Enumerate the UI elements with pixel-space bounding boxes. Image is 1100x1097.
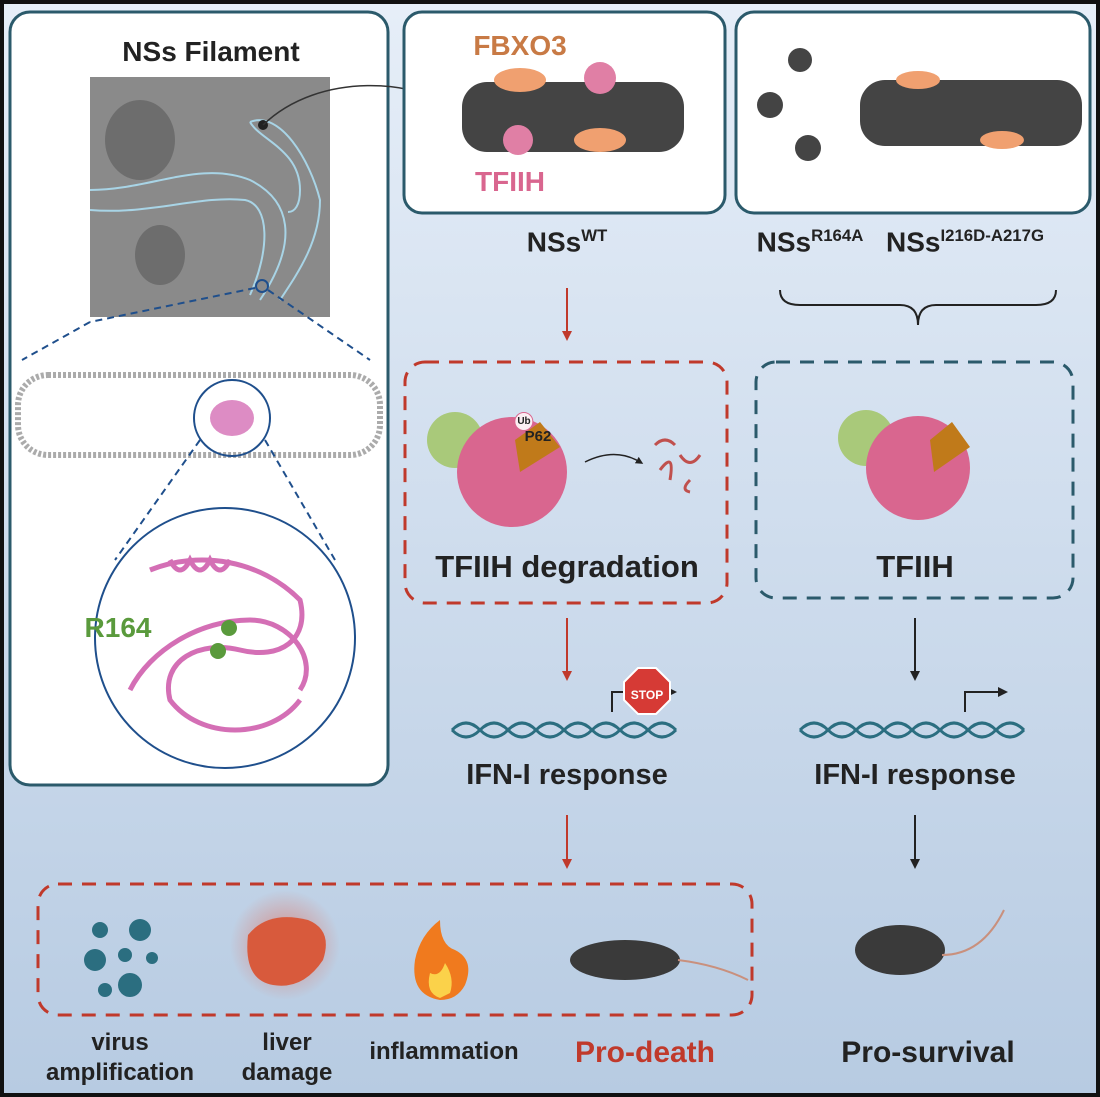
tfiih-label: TFIIH xyxy=(475,166,545,197)
live-mouse-icon xyxy=(855,925,945,975)
pathology-box xyxy=(36,882,754,1017)
degradation-title: TFIIH degradation xyxy=(435,549,699,584)
zoomed-monomer-circle xyxy=(94,507,356,769)
stop-label: STOP xyxy=(630,688,664,702)
filament-structure xyxy=(15,372,383,458)
dna-left xyxy=(450,721,678,739)
ifn-response-right: IFN-I response xyxy=(814,759,1016,791)
p62-label: P62 xyxy=(524,428,552,445)
liver-icon xyxy=(247,917,326,986)
dna-right xyxy=(798,721,1026,739)
caption-sup: WT xyxy=(581,226,608,245)
fbxo3-label: FBXO3 xyxy=(473,30,567,61)
ribbon-structure xyxy=(127,554,309,733)
tfiih-intact-title: TFIIH xyxy=(876,549,954,584)
virus-icon xyxy=(84,919,158,997)
filament-title: NSs Filament xyxy=(122,36,300,67)
ifn-response-left: IFN-I response xyxy=(466,759,668,791)
caption-sup: I216D-A217G xyxy=(940,226,1045,245)
tfiih-complex-intact xyxy=(838,410,970,520)
r164-label: R164 xyxy=(84,612,152,643)
caption-base: NSs xyxy=(885,226,941,258)
nss-wt-label: NSsWT xyxy=(527,226,608,258)
inflammation-label: inflammation xyxy=(369,1038,519,1065)
liver-damage-label: liver damage xyxy=(242,1028,333,1088)
pro-death-label: Pro-death xyxy=(574,1036,716,1069)
nss-i216d-label: NSsI216D-A217G xyxy=(886,226,1044,258)
stop-sign-icon xyxy=(623,667,671,715)
caption-base: NSs xyxy=(526,226,582,258)
degradation-box xyxy=(403,360,729,605)
diagram-graphics xyxy=(8,10,1092,1017)
pro-survival-label: Pro-survival xyxy=(841,1036,1015,1069)
label-line: virus xyxy=(91,1029,149,1056)
caption-base: NSs xyxy=(756,226,812,258)
label-line: amplification xyxy=(45,1059,195,1086)
label-line: liver xyxy=(262,1029,312,1056)
dead-mouse-icon xyxy=(570,940,680,980)
tfiih-complex-degraded xyxy=(427,412,567,527)
ub-label: Ub xyxy=(514,412,534,431)
caption-sup: R164A xyxy=(811,226,864,245)
grouping-brace xyxy=(779,289,1057,326)
flame-icon xyxy=(414,920,469,1000)
label-line: damage xyxy=(241,1059,333,1086)
diagram: NSs Filament R164 FBXO3 TFIIH NSsWT NSsR… xyxy=(4,4,1096,1093)
intact-box xyxy=(754,360,1075,600)
degraded-fragments xyxy=(653,438,702,494)
virus-amplification-label: virus amplification xyxy=(46,1028,194,1088)
nss-r164a-label: NSsR164A xyxy=(757,226,864,258)
